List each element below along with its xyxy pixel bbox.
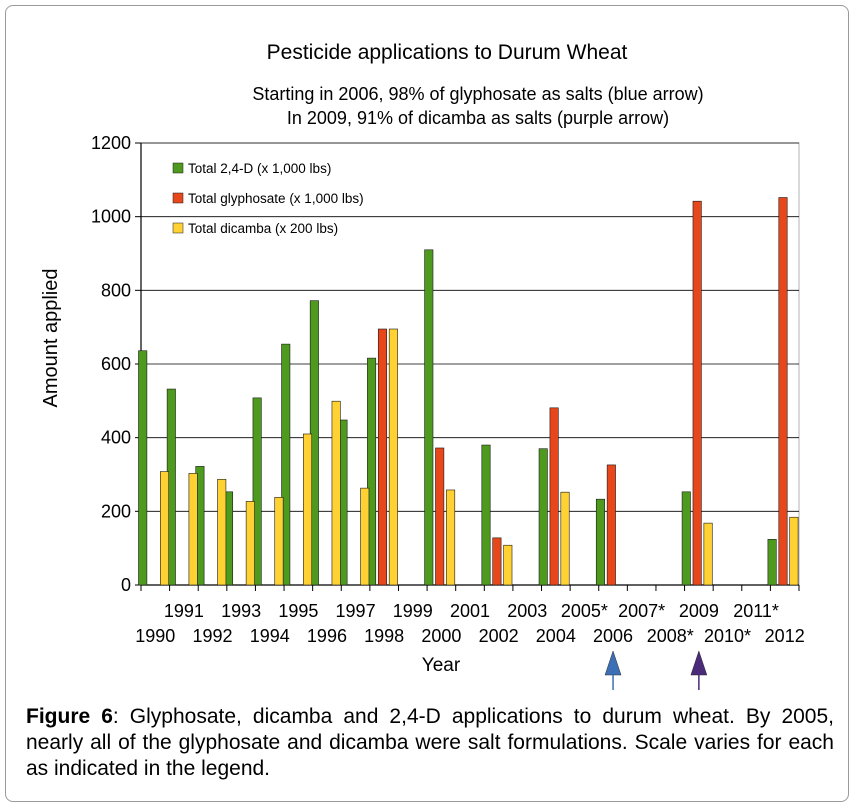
arrow-head [604, 650, 622, 676]
bar [424, 249, 434, 586]
blue-arrow-annotation [604, 650, 622, 690]
bar [160, 471, 170, 586]
y-tick-label: 800 [101, 280, 131, 300]
legend-swatch [172, 162, 184, 174]
bar [446, 489, 456, 586]
legend-label: Total 2,4-D (x 1,000 lbs) [188, 161, 331, 176]
y-tick-label: 0 [121, 575, 131, 595]
x-tick-label: 1997 [336, 601, 376, 621]
bar [281, 343, 291, 586]
bar [703, 522, 713, 586]
caption-label: Figure 6 [26, 705, 113, 728]
bar-chart: Pesticide applications to Durum Wheat St… [40, 41, 805, 690]
purple-arrow-annotation [690, 650, 708, 690]
bar [492, 537, 502, 586]
bar [360, 487, 370, 586]
x-tick-label: 1996 [307, 626, 347, 646]
x-tick-label: 1995 [278, 601, 318, 621]
x-tick-label: 1990 [135, 626, 175, 646]
y-tick-label: 200 [101, 501, 131, 521]
bar [245, 501, 255, 586]
y-tick-label: 1000 [91, 207, 131, 227]
x-tick-label: 1994 [250, 626, 290, 646]
bar [331, 400, 341, 586]
x-tick-label: 2012 [765, 626, 805, 646]
bar [560, 491, 570, 586]
x-tick-label: 1991 [164, 601, 204, 621]
chart-title: Pesticide applications to Durum Wheat [267, 41, 628, 64]
legend-label: Total dicamba (x 200 lbs) [188, 221, 338, 236]
bar [767, 539, 777, 586]
x-axis-label: Year [422, 655, 461, 676]
bar [274, 497, 284, 586]
x-tick-label: 2000 [421, 626, 461, 646]
x-tick-label: 1998 [364, 626, 404, 646]
x-tick-label: 2003 [507, 601, 547, 621]
bar [778, 197, 788, 586]
x-tick-label: 2010* [704, 626, 751, 646]
x-tick-label: 2008* [647, 626, 694, 646]
bar [606, 464, 616, 586]
x-tick-label: 2007* [618, 601, 665, 621]
bar [217, 478, 227, 586]
bar [549, 407, 559, 586]
x-tick-label: 2009 [679, 601, 719, 621]
bar [303, 433, 313, 586]
bar [681, 491, 691, 586]
x-tick-label: 2011* [733, 601, 779, 621]
x-tick-label: 2005* [561, 601, 608, 621]
x-tick-label: 2004 [536, 626, 576, 646]
x-tick-label: 2006 [593, 626, 633, 646]
x-tick-label: 1992 [192, 626, 232, 646]
caption-text: : Glyphosate, dicamba and 2,4-D applicat… [26, 705, 834, 780]
arrow-head [690, 650, 708, 676]
x-tick-label: 1993 [221, 601, 261, 621]
x-tick-label: 2002 [479, 626, 519, 646]
legend: Total 2,4-D (x 1,000 lbs) Total glyphosat… [172, 161, 364, 236]
bar [595, 498, 605, 586]
bar [188, 473, 198, 586]
chart-subtitle-line-1: Starting in 2006, 98% of glyphosate as s… [252, 84, 703, 104]
legend-swatch [172, 222, 184, 234]
bar [138, 350, 148, 586]
y-tick-label: 400 [101, 428, 131, 448]
bar [789, 516, 799, 586]
x-tick-label: 2001 [450, 601, 490, 621]
bar [503, 544, 513, 586]
y-tick-label: 600 [101, 354, 131, 374]
bar [692, 200, 702, 586]
legend-swatch [172, 192, 184, 204]
bar [252, 397, 262, 586]
plot-area: 0 200 400 600 800 1000 1200 1990 1991 1992 1993 199… [91, 133, 805, 690]
figure-frame [5, 5, 849, 802]
y-axis-label: Amount applied [40, 269, 62, 408]
x-tick-label: 1999 [393, 601, 433, 621]
bar [367, 357, 377, 586]
bar [388, 328, 398, 586]
legend-label: Total glyphosate (x 1,000 lbs) [188, 191, 364, 206]
bar [481, 444, 491, 586]
chart-subtitle-line-2: In 2009, 91% of dicamba as salts (purple… [287, 108, 669, 128]
y-tick-label: 1200 [91, 133, 131, 153]
bar [377, 328, 387, 586]
bar [538, 448, 548, 586]
figure-caption: Figure 6: Glyphosate, dicamba and 2,4-D … [26, 704, 834, 782]
bar [435, 447, 445, 586]
